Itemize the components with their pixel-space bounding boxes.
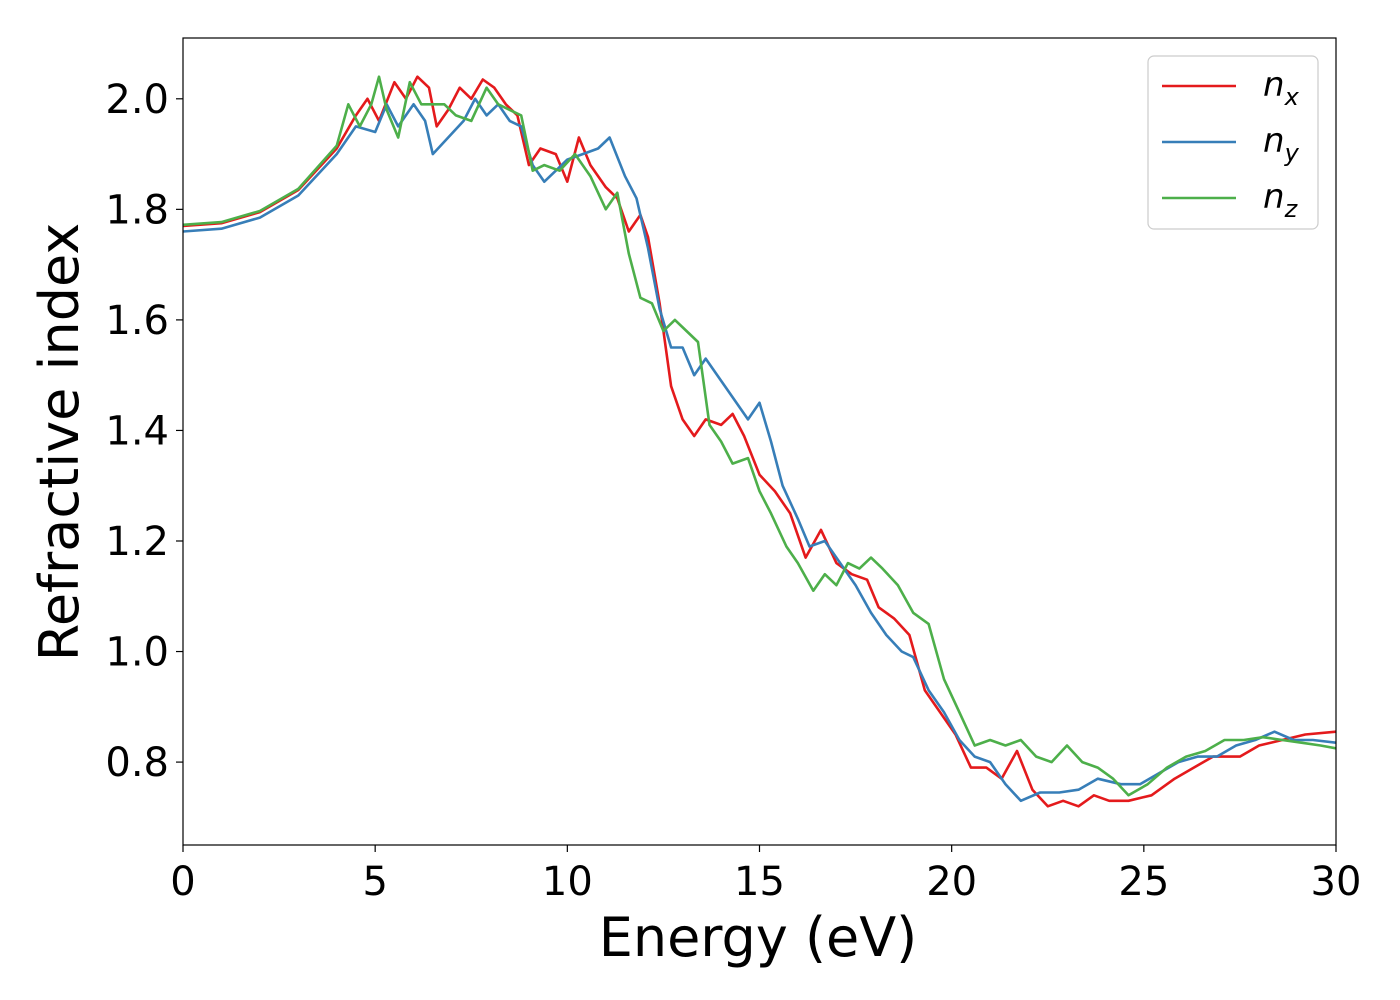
legend-label-n_y: ny — [1263, 121, 1300, 167]
y-tick-label: 1.2 — [105, 519, 169, 565]
y-tick-label: 2.0 — [105, 77, 169, 123]
x-tick-label: 5 — [362, 859, 387, 905]
y-tick-label: 1.0 — [105, 630, 169, 676]
legend-label-n_x: nx — [1263, 65, 1300, 111]
x-tick-label: 10 — [542, 859, 593, 905]
y-tick-label: 1.4 — [105, 408, 169, 454]
x-tick-label: 0 — [170, 859, 195, 905]
x-tick-label: 20 — [926, 859, 977, 905]
series-layer — [183, 75, 1336, 808]
y-tick-label: 1.8 — [105, 187, 169, 233]
legend-label-n_z: nz — [1263, 177, 1299, 223]
x-tick-label: 30 — [1311, 859, 1362, 905]
series-line-n_y — [183, 97, 1336, 803]
x-axis-label: Energy (eV) — [599, 906, 918, 969]
y-tick-label: 0.8 — [105, 740, 169, 786]
legend: nx ny nz — [1147, 55, 1319, 230]
series-line-n_x — [183, 75, 1336, 808]
y-axis-label: Refractive index — [28, 223, 91, 662]
x-tick-label: 15 — [734, 859, 785, 905]
ticks-layer: 0 5 10 15 20 25 30 0.8 1.0 1.2 1.4 1.6 1.8 2.0 — [105, 77, 1361, 905]
y-tick-label: 1.6 — [105, 298, 169, 344]
x-tick-label: 25 — [1118, 859, 1169, 905]
series-line-n_z — [183, 75, 1336, 797]
